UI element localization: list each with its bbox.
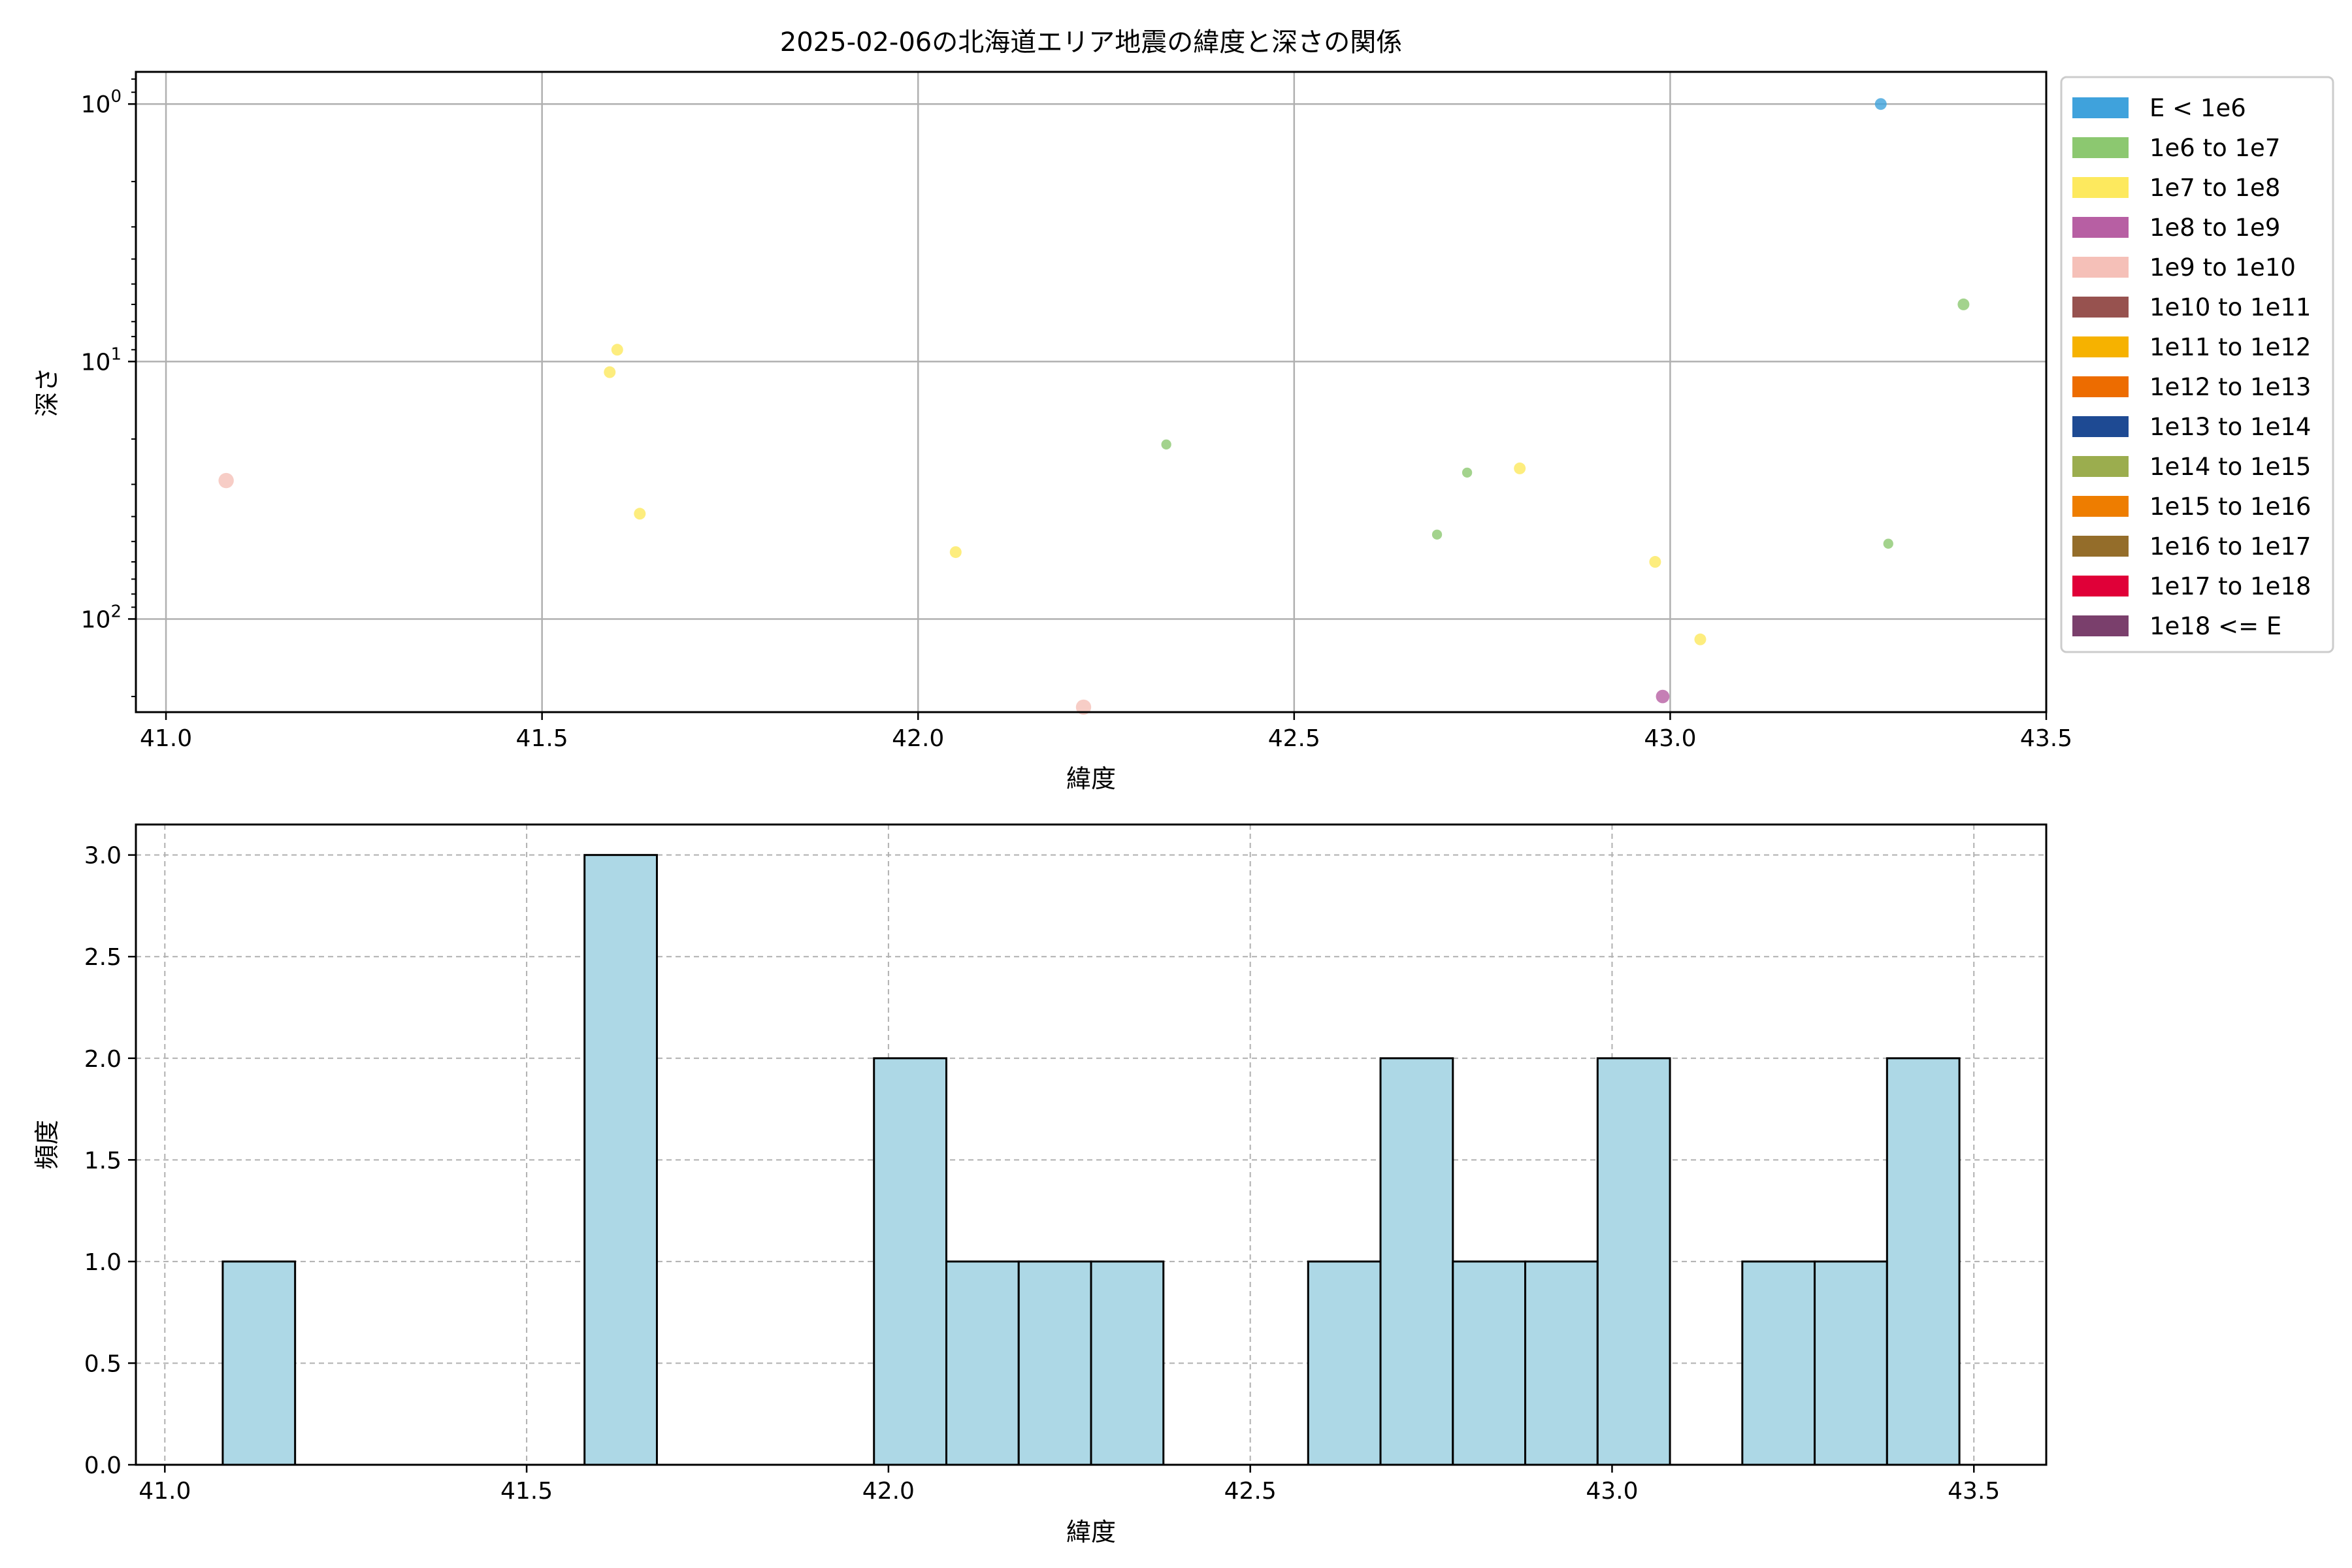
- legend-label: 1e15 to 1e16: [2149, 493, 2311, 521]
- histogram-bar: [1090, 1260, 1165, 1466]
- scatter-point: [1883, 538, 1893, 549]
- scatter-x-tick-label: 41.5: [516, 725, 568, 752]
- histogram-y-axis-label: 頻度: [33, 1120, 61, 1169]
- scatter-x-tick-label: 43.5: [2020, 725, 2072, 752]
- scatter-title: 2025-02-06の北海道エリア地震の緯度と深さの関係: [780, 27, 1402, 57]
- legend-swatch: [2072, 137, 2129, 158]
- legend-label: 1e14 to 1e15: [2149, 453, 2311, 481]
- scatter-point: [1649, 556, 1661, 568]
- legend-swatch: [2072, 536, 2129, 557]
- legend-label: 1e17 to 1e18: [2149, 572, 2311, 600]
- legend-swatch: [2072, 97, 2129, 118]
- histogram-ticks: 41.0 41.5 42.0 42.5 43.0 43.5 0.0 0.5 1.0 1.5 2.0 2…: [84, 843, 2001, 1505]
- scatter-plot-frame: [135, 71, 2048, 713]
- scatter-chart: 2025-02-06の北海道エリア地震の緯度と深さの関係 41.0 41.5 42.…: [33, 27, 2334, 793]
- scatter-x-tick-label: 41.0: [140, 725, 192, 752]
- histogram-bar: [1886, 1057, 1961, 1466]
- histogram-chart: 41.0 41.5 42.0 42.5 43.0 43.5 0.0 0.5 1.0 1.5 2.0 2…: [33, 823, 2048, 1546]
- histogram-plot-frame: [135, 823, 2048, 1466]
- histogram-y-tick-label: 1.5: [84, 1147, 122, 1174]
- histogram-y-tick-label: 2.5: [84, 944, 122, 971]
- legend-label: 1e11 to 1e12: [2149, 333, 2311, 361]
- histogram-x-tick-label: 42.5: [1224, 1478, 1277, 1505]
- legend-label: 1e13 to 1e14: [2149, 413, 2311, 441]
- legend-swatch: [2072, 376, 2129, 397]
- histogram-bar: [1814, 1260, 1888, 1466]
- histogram-x-axis-label: 緯度: [1066, 1518, 1116, 1546]
- histogram-x-tick-label: 41.0: [139, 1478, 191, 1505]
- scatter-y-tick-label: 101: [81, 344, 122, 376]
- legend-swatch: [2072, 496, 2129, 517]
- histogram-bar: [1741, 1260, 1816, 1466]
- scatter-point: [1694, 633, 1707, 645]
- histogram-bar: [1379, 1057, 1454, 1466]
- scatter-point: [1075, 699, 1092, 715]
- legend-swatch: [2072, 615, 2129, 636]
- histogram-bar: [1307, 1260, 1382, 1466]
- histogram-y-tick-label: 0.5: [84, 1350, 122, 1377]
- legend-label: 1e12 to 1e13: [2149, 373, 2311, 401]
- legend-label: 1e10 to 1e11: [2149, 293, 2311, 321]
- scatter-x-tick-label: 42.0: [892, 725, 944, 752]
- histogram-y-tick-label: 1.0: [84, 1249, 122, 1276]
- scatter-point: [611, 344, 623, 356]
- scatter-point: [634, 508, 646, 520]
- histogram-bars: [221, 854, 1961, 1466]
- histogram-y-tick-label: 2.0: [84, 1046, 122, 1073]
- legend-swatch: [2072, 416, 2129, 437]
- legend-swatch: [2072, 257, 2129, 278]
- legend: E < 1e6 1e6 to 1e7 1e7 to 1e8 1e8 to 1e9 1e9…: [2060, 76, 2334, 653]
- scatter-x-tick-label: 43.0: [1644, 725, 1696, 752]
- scatter-point: [949, 546, 962, 559]
- histogram-bar: [583, 854, 658, 1466]
- histogram-x-tick-label: 41.5: [500, 1478, 553, 1505]
- scatter-point: [218, 472, 234, 489]
- scatter-y-tick-label: 100: [81, 87, 122, 118]
- scatter-point: [1431, 529, 1443, 540]
- legend-swatch: [2072, 297, 2129, 318]
- scatter-ticks: 41.0 41.5 42.0 42.5 43.0 43.5 100 101 102: [81, 78, 2072, 752]
- histogram-y-tick-label: 3.0: [84, 843, 122, 870]
- legend-frame: [2060, 76, 2334, 653]
- histogram-bar: [1452, 1260, 1527, 1466]
- scatter-point: [1957, 298, 1970, 310]
- legend-swatch: [2072, 336, 2129, 357]
- legend-entries: E < 1e6 1e6 to 1e7 1e7 to 1e8 1e8 to 1e9 1e9…: [2072, 94, 2311, 640]
- scatter-point: [1462, 467, 1473, 478]
- legend-label: E < 1e6: [2149, 94, 2246, 122]
- scatter-grid: [136, 72, 2048, 712]
- legend-label: 1e6 to 1e7: [2149, 134, 2280, 162]
- histogram-x-tick-label: 42.0: [862, 1478, 915, 1505]
- histogram-bar: [1596, 1057, 1671, 1466]
- legend-swatch: [2072, 456, 2129, 477]
- histogram-x-tick-label: 43.0: [1586, 1478, 1638, 1505]
- legend-label: 1e9 to 1e10: [2149, 253, 2296, 282]
- histogram-bar: [1017, 1260, 1092, 1466]
- scatter-x-axis-label: 緯度: [1066, 764, 1116, 793]
- histogram-bar: [945, 1260, 1020, 1466]
- scatter-point: [1656, 689, 1670, 704]
- scatter-y-axis-label: 深さ: [33, 367, 61, 417]
- scatter-point: [1874, 98, 1887, 110]
- legend-label: 1e18 <= E: [2149, 612, 2281, 640]
- scatter-point: [1514, 462, 1526, 474]
- histogram-x-tick-label: 43.5: [1948, 1478, 2000, 1505]
- legend-swatch: [2072, 217, 2129, 238]
- histogram-bar: [221, 1260, 297, 1466]
- histogram-y-tick-label: 0.0: [84, 1452, 122, 1479]
- scatter-y-tick-label: 102: [81, 602, 122, 633]
- legend-label: 1e16 to 1e17: [2149, 532, 2311, 561]
- scatter-point: [604, 366, 616, 378]
- scatter-points: [218, 98, 1970, 715]
- histogram-bar: [1524, 1260, 1599, 1466]
- legend-swatch: [2072, 177, 2129, 198]
- legend-label: 1e8 to 1e9: [2149, 214, 2280, 242]
- legend-label: 1e7 to 1e8: [2149, 174, 2280, 202]
- histogram-bar: [873, 1057, 947, 1466]
- scatter-x-tick-label: 42.5: [1268, 725, 1320, 752]
- scatter-point: [1161, 439, 1171, 449]
- legend-swatch: [2072, 576, 2129, 596]
